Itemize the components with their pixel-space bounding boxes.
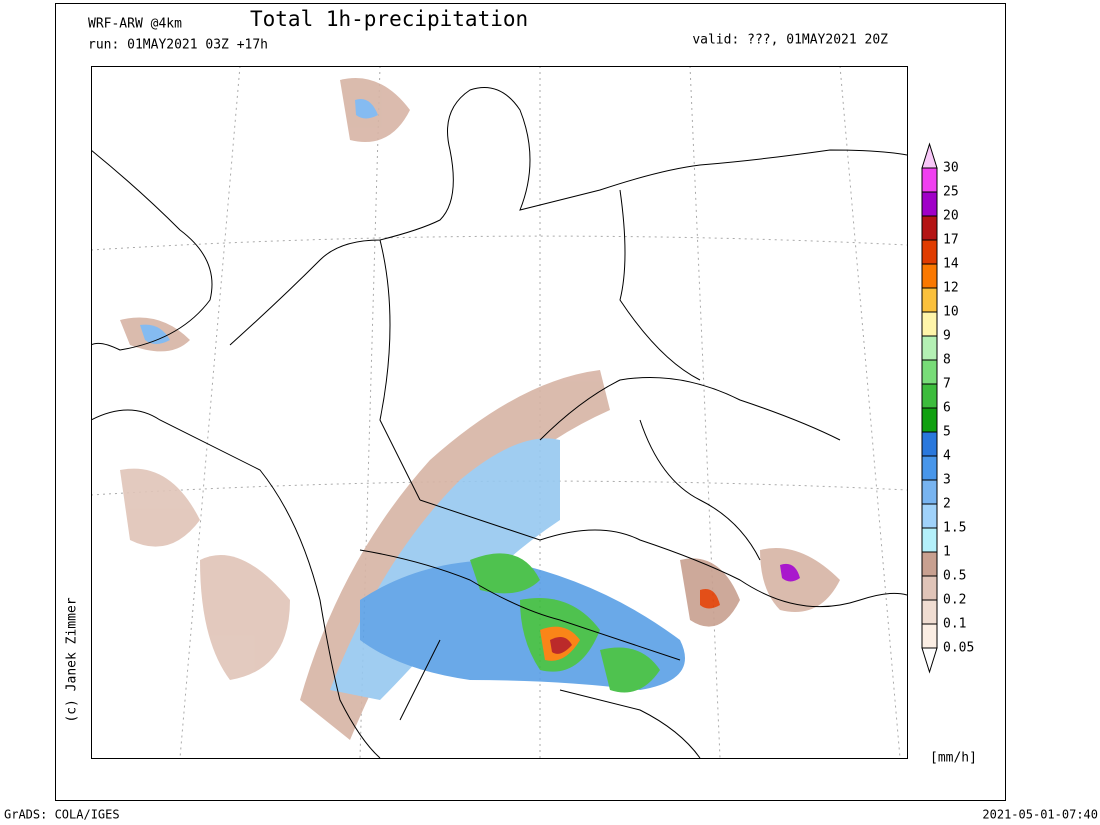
color-box: [921, 455, 938, 481]
credit: (c) Janek Zimmer: [65, 597, 80, 722]
colorbar-label: 0.1: [943, 617, 966, 632]
title: Total 1h-precipitation: [250, 7, 528, 31]
color-box: [921, 527, 938, 553]
colorbar-label: 5: [943, 425, 951, 440]
color-box: [921, 215, 938, 241]
color-box: [921, 239, 938, 265]
colorbar-label: 7: [943, 377, 951, 392]
colorbar-label: 17: [943, 233, 959, 248]
colorbar-label: 8: [943, 353, 951, 368]
colorbar-label: 14: [943, 257, 959, 272]
colorbar-label: 6: [943, 401, 951, 416]
color-box: [921, 407, 938, 433]
colorbar-label: 25: [943, 185, 959, 200]
color-box: [921, 383, 938, 409]
colorbar-label: 0.2: [943, 593, 966, 608]
color-box: [921, 335, 938, 361]
color-box: [921, 287, 938, 313]
map: [91, 66, 908, 759]
colorbar-label: 3: [943, 473, 951, 488]
colorbar-label: 4: [943, 449, 951, 464]
color-box: [921, 551, 938, 577]
model-label: WRF-ARW @4km: [88, 17, 182, 32]
color-box: [921, 575, 938, 601]
colorbar-label: 0.5: [943, 569, 966, 584]
colorbar-label: 9: [943, 329, 951, 344]
colorbar-label: 10: [943, 305, 959, 320]
color-box: [921, 263, 938, 289]
color-box: [921, 479, 938, 505]
color-box: [921, 191, 938, 217]
colorbar: 0.05 0.1 0.2 0.5 1 1.5 2 3 4 5 6 7 8 9 10 12 14 17 20 25 30: [921, 142, 974, 674]
color-box: [921, 359, 938, 385]
colorbar-label: 20: [943, 209, 959, 224]
color-box: [921, 431, 938, 457]
colorbar-label: 1.5: [943, 521, 966, 536]
colorbar-label: 0.05: [943, 641, 974, 656]
run-label: run: 01MAY2021 03Z +17h: [88, 38, 268, 53]
colorbar-label: 2: [943, 497, 951, 512]
valid-label: valid: ???, 01MAY2021 20Z: [692, 33, 888, 48]
color-box: [921, 623, 938, 649]
colorbar-label: 1: [943, 545, 951, 560]
colorbar-label: 12: [943, 281, 959, 296]
color-triangle: [921, 142, 938, 169]
color-box: [921, 311, 938, 337]
color-box: [921, 599, 938, 625]
unit-label: [mm/h]: [930, 751, 977, 766]
colorbar-label: 30: [943, 161, 959, 176]
footer-right: 2021-05-01-07:40: [982, 808, 1098, 822]
color-box: [921, 503, 938, 529]
color-box: [921, 167, 938, 193]
footer-left: GrADS: COLA/IGES: [4, 808, 120, 822]
